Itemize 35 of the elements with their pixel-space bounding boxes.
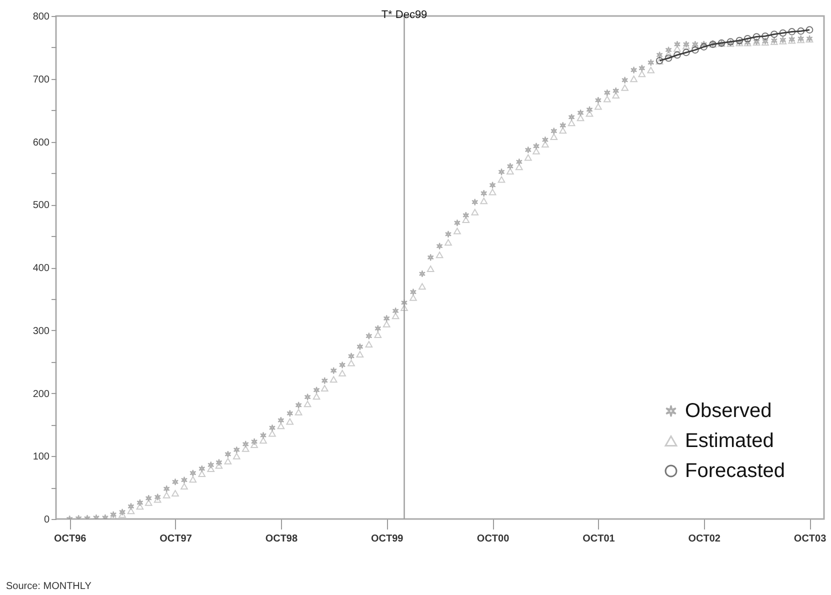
point [700,43,708,50]
y-tick-label: 400 [32,263,50,274]
point [806,26,814,34]
y-tick-label: 200 [32,388,50,400]
y-tick-label: 0 [44,514,50,526]
point [674,51,681,59]
point [762,32,769,40]
x-tick-label: OCT00 [476,534,510,544]
point [682,48,690,56]
x-tick-label: OCT02 [688,534,721,544]
ref-line-label: T* Dec99 [381,9,428,21]
x-tick-label: OCT97 [160,534,192,544]
point [692,46,699,54]
x-tick-label: OCT01 [582,534,616,544]
legend-label: Estimated [685,430,774,452]
point [664,54,672,62]
x-tick-label: OCT98 [265,534,298,544]
y-tick-label: 600 [32,137,50,148]
point [797,27,805,35]
point [779,29,787,37]
y-tick-label: 300 [32,326,50,337]
point [788,28,796,36]
source-note: Source: MONTHLY [6,581,92,592]
legend-label: Forecasted [685,460,786,482]
y-tick-label: 700 [32,74,50,86]
x-tick-label: OCT96 [54,534,87,544]
point [744,34,752,42]
x-tick-label: OCT03 [794,534,827,544]
y-tick-label: 100 [32,452,50,463]
point [770,30,778,38]
x-tick-label: OCT99 [370,534,404,544]
point [752,33,760,40]
y-tick-label: 800 [32,12,50,22]
y-tick-label: 500 [32,200,50,212]
legend-label: Observed [685,400,772,422]
